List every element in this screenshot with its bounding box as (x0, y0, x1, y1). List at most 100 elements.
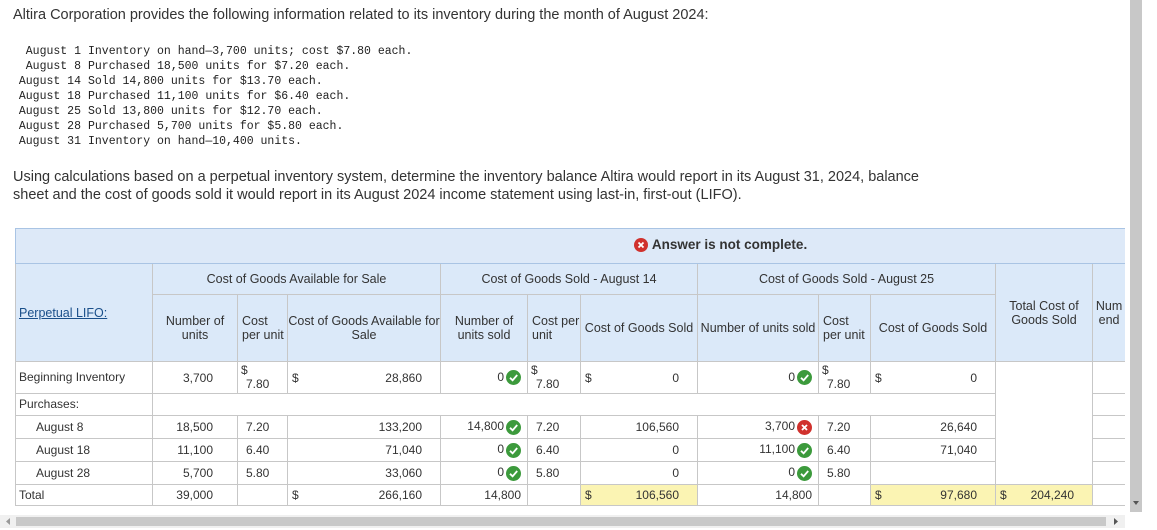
scroll-right[interactable] (1110, 515, 1122, 528)
cell-value: 71,040 (940, 443, 977, 457)
cell-value: 71,040 (385, 443, 422, 457)
column-header: Number of units sold (697, 294, 819, 362)
cell-value: 28,860 (385, 370, 422, 385)
cell: 33,060 (287, 461, 441, 485)
cell: 6.40 (818, 438, 871, 462)
cell: 0 (580, 461, 698, 485)
currency-sign: $ (531, 363, 538, 377)
end-cell (1091, 393, 1125, 416)
column-header: Cost of Goods Sold (580, 294, 698, 362)
cell-value: 3,700 (764, 419, 795, 434)
group-header: Cost of Goods Sold - August 25 (697, 263, 996, 295)
column-header: Cost per unit (527, 294, 581, 362)
total-cell (995, 361, 1093, 485)
cell: 18,500 (152, 415, 238, 439)
cell: $97,680 (870, 484, 996, 506)
cell-value: 0 (788, 369, 795, 384)
transaction-date: August 14 (18, 75, 81, 88)
currency-sign: $ (822, 363, 829, 377)
cell-value: 5.80 (827, 466, 851, 480)
cell-value: 0 (497, 465, 504, 480)
currency-sign: $ (241, 363, 248, 377)
cell-value: 0 (672, 443, 679, 457)
cell-value: 0 (672, 466, 679, 480)
cell-value: 11,100 (177, 443, 213, 457)
cell-value: 106,560 (635, 488, 679, 502)
cell-value: 33,060 (385, 466, 422, 480)
cell: 14,800 (440, 415, 528, 439)
cell: 14,800 (440, 484, 528, 506)
cell: 3,700 (152, 361, 238, 394)
row-label: August 28 (15, 461, 153, 485)
scroll-left[interactable] (2, 515, 14, 528)
horizontal-scrollbar[interactable] (0, 515, 1125, 528)
table-row: August 8 18,500 7.20 133,200 14,800 7.20 106,5… (15, 415, 1125, 439)
transaction-text: Inventory on hand—10,400 units. (88, 135, 302, 148)
vertical-scrollbar[interactable] (1130, 0, 1142, 512)
error-icon (633, 237, 648, 252)
cell: 7.20 (818, 415, 871, 439)
cell: 7.20 (237, 415, 288, 439)
banner-text: Answer is not complete. (651, 237, 808, 253)
check-icon (506, 442, 521, 458)
column-header-row: Number of units Cost per unit Cost of Good… (16, 294, 1126, 362)
cell: $7.80 (527, 361, 581, 394)
scroll-down[interactable] (1130, 497, 1142, 509)
cell-value: 5,700 (182, 466, 213, 480)
currency-sign: $ (585, 488, 592, 502)
cell-value: 97,680 (940, 488, 977, 502)
group-header-row: Perpetual LIFO: Cost of Goods Available f… (15, 263, 1125, 362)
cell-value: 133,200 (378, 420, 422, 434)
cell-value: 0 (970, 370, 977, 385)
end-cell (1091, 438, 1125, 462)
column-header: Cost per unit (237, 294, 288, 362)
end-cell (1091, 361, 1125, 394)
cell (870, 461, 996, 485)
transaction-text: Purchased 18,500 units for $7.20 each. (88, 60, 351, 73)
transaction-date: August 8 (25, 60, 81, 73)
cell (527, 484, 581, 506)
scroll-thumb[interactable] (16, 517, 1106, 526)
cell-value: 7.80 (536, 376, 560, 391)
table-row: Beginning Inventory 3,700 $7.80 $28,860 0 $7.… (15, 361, 1125, 485)
column-header: Cost of Goods Sold (870, 294, 996, 362)
cell-value: 14,800 (467, 419, 504, 434)
cell: 39,000 (152, 484, 238, 506)
transaction: August 25 Sold 13,800 units for $12.70 ea… (13, 104, 412, 119)
cell: 71,040 (870, 438, 996, 462)
cell: 71,040 (287, 438, 441, 462)
check-icon (797, 465, 812, 481)
question: Using calculations based on a perpetual … (13, 169, 919, 203)
cell-value: 5.80 (536, 466, 560, 480)
cell-value: 0 (672, 370, 679, 385)
cell: 26,640 (870, 415, 996, 439)
cell-value: 5.80 (246, 466, 270, 480)
currency-sign: $ (875, 488, 882, 502)
cell (237, 484, 288, 506)
lifo-table: Answer is not complete. Perpetual LIFO: C… (15, 228, 1125, 506)
cell-value: 106,560 (635, 420, 679, 434)
row-label: August 8 (15, 415, 153, 439)
cell-value: 6.40 (536, 443, 560, 457)
column-header: Number of units (152, 294, 238, 362)
transaction-date: August 28 (18, 120, 81, 133)
cell (818, 484, 871, 506)
cell: 0 (697, 361, 819, 394)
cell: 11,100 (697, 438, 819, 462)
transaction-date: August 18 (18, 90, 81, 103)
table-row: Total 39,000 $266,160 14,800 $106,560 14,800 $… (15, 484, 1125, 506)
total-header: Total Cost of Goods Sold (995, 263, 1093, 362)
cell: 5,700 (152, 461, 238, 485)
column-header: Cost per unit (818, 294, 871, 362)
cell: 0 (440, 438, 528, 462)
transaction-date: August 31 (18, 135, 81, 148)
cell: 106,560 (580, 415, 698, 439)
cell: 0 (440, 461, 528, 485)
cell: $7.80 (237, 361, 288, 394)
cell: $0 (870, 361, 996, 394)
cell-value: 7.80 (827, 376, 851, 391)
cell: 133,200 (287, 415, 441, 439)
cell: $266,160 (287, 484, 441, 506)
currency-sign: $ (292, 370, 299, 385)
